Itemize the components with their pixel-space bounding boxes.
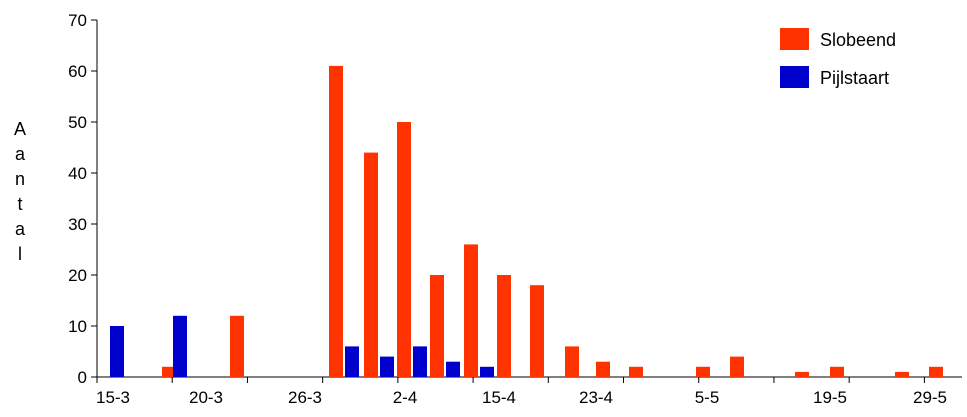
bar-slobeend <box>929 366 943 377</box>
x-tick-label: 15-3 <box>96 388 130 407</box>
bar-slobeend <box>565 346 579 377</box>
y-axis-label-char: n <box>15 169 25 189</box>
bar-slobeend <box>329 65 343 378</box>
bar-slobeend <box>497 275 511 377</box>
x-tick-label: 23-4 <box>579 388 613 407</box>
x-tick-label: 20-3 <box>189 388 223 407</box>
bar-pijlstaart <box>413 346 427 377</box>
bar-pijlstaart <box>345 346 359 377</box>
bar-slobeend <box>629 366 643 377</box>
y-axis-label-char: A <box>14 119 26 139</box>
legend-label: Slobeend <box>820 30 896 50</box>
y-tick-label: 70 <box>68 11 87 30</box>
bar-slobeend <box>162 366 176 377</box>
bar-pijlstaart <box>480 366 494 377</box>
bar-slobeend <box>364 152 378 377</box>
y-tick-label: 20 <box>68 266 87 285</box>
y-tick-label: 30 <box>68 215 87 234</box>
bar-pijlstaart <box>446 361 460 377</box>
axes: 0 10 20 30 40 50 60 70 15-3 20-3 26-3 2-4 15-4 23-4 5-… <box>68 11 962 407</box>
bar-slobeend <box>464 244 478 377</box>
y-axis-label-char: t <box>17 194 22 214</box>
x-tick-label: 15-4 <box>482 388 516 407</box>
bar-slobeend <box>696 366 710 377</box>
bar-pijlstaart <box>110 326 124 377</box>
bars <box>110 65 943 378</box>
y-tick-label: 10 <box>68 317 87 336</box>
x-tick-label: 2-4 <box>393 388 418 407</box>
legend: Slobeend Pijlstaart <box>780 28 896 88</box>
legend-label: Pijlstaart <box>820 68 889 88</box>
bar-slobeend <box>596 361 610 377</box>
y-axis-label-char: a <box>15 144 26 164</box>
bar-pijlstaart <box>380 356 394 377</box>
bar-slobeend <box>730 356 744 377</box>
bar-pijlstaart <box>173 315 187 377</box>
bar-slobeend <box>830 366 844 377</box>
bar-slobeend <box>430 275 444 377</box>
y-tick-label: 0 <box>78 368 87 387</box>
bar-slobeend <box>230 315 244 377</box>
legend-swatch <box>780 28 809 50</box>
y-axis-label-char: l <box>18 244 22 264</box>
y-axis-label-char: a <box>15 219 26 239</box>
legend-swatch <box>780 66 809 88</box>
x-tick-label: 29-5 <box>913 388 947 407</box>
y-tick-label: 60 <box>68 62 87 81</box>
bar-slobeend <box>530 285 544 377</box>
x-tick-label: 19-5 <box>813 388 847 407</box>
bar-slobeend <box>795 371 809 377</box>
x-tick-label: 26-3 <box>288 388 322 407</box>
bar-slobeend <box>895 371 909 377</box>
x-tick-label: 5-5 <box>695 388 720 407</box>
bar-slobeend <box>397 122 411 377</box>
y-tick-label: 40 <box>68 164 87 183</box>
y-tick-label: 50 <box>68 113 87 132</box>
